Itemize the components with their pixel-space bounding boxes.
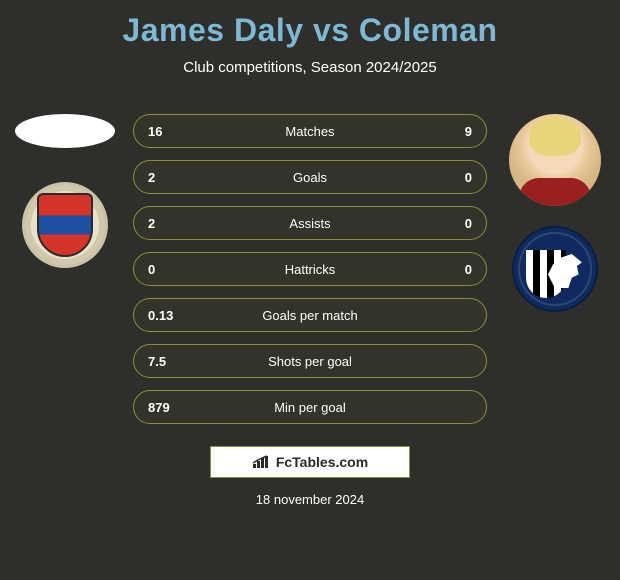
stat-label: Assists — [188, 216, 432, 231]
chart-icon — [252, 455, 270, 469]
subtitle: Club competitions, Season 2024/2025 — [0, 59, 620, 76]
stat-label: Hattricks — [188, 262, 432, 277]
comparison-card: James Daly vs Coleman Club competitions,… — [0, 0, 620, 580]
stat-left-value: 0.13 — [148, 308, 188, 323]
page-title: James Daly vs Coleman — [0, 0, 620, 49]
stat-left-value: 2 — [148, 170, 188, 185]
site-name: FcTables.com — [276, 454, 368, 470]
stat-left-value: 0 — [148, 262, 188, 277]
club-left-crest — [22, 182, 108, 268]
stat-label: Goals per match — [188, 308, 432, 323]
stat-right-value: 0 — [432, 262, 472, 277]
stat-row: 2 Goals 0 — [133, 160, 487, 194]
stats-list: 16 Matches 9 2 Goals 0 2 Assists 0 0 Hat… — [133, 114, 487, 424]
stat-row: 16 Matches 9 — [133, 114, 487, 148]
player-right-avatar — [509, 114, 601, 206]
stat-label: Shots per goal — [188, 354, 432, 369]
stat-row: 2 Assists 0 — [133, 206, 487, 240]
stat-left-value: 7.5 — [148, 354, 188, 369]
club-right-crest — [512, 226, 598, 312]
stat-label: Goals — [188, 170, 432, 185]
stat-label: Matches — [188, 124, 432, 139]
stat-right-value: 0 — [432, 170, 472, 185]
main-area: 16 Matches 9 2 Goals 0 2 Assists 0 0 Hat… — [0, 114, 620, 507]
right-player-column — [500, 114, 610, 312]
stat-left-value: 16 — [148, 124, 188, 139]
stat-left-value: 879 — [148, 400, 188, 415]
stat-row: 0 Hattricks 0 — [133, 252, 487, 286]
stat-row: 7.5 Shots per goal — [133, 344, 487, 378]
stat-right-value: 9 — [432, 124, 472, 139]
stat-label: Min per goal — [188, 400, 432, 415]
player-left-avatar — [15, 114, 115, 148]
stat-row: 0.13 Goals per match — [133, 298, 487, 332]
crest-shield-icon — [37, 193, 93, 257]
stat-left-value: 2 — [148, 216, 188, 231]
stat-row: 879 Min per goal — [133, 390, 487, 424]
site-badge[interactable]: FcTables.com — [210, 446, 410, 478]
left-player-column — [10, 114, 120, 268]
stat-right-value: 0 — [432, 216, 472, 231]
footer-date: 18 november 2024 — [0, 492, 620, 507]
